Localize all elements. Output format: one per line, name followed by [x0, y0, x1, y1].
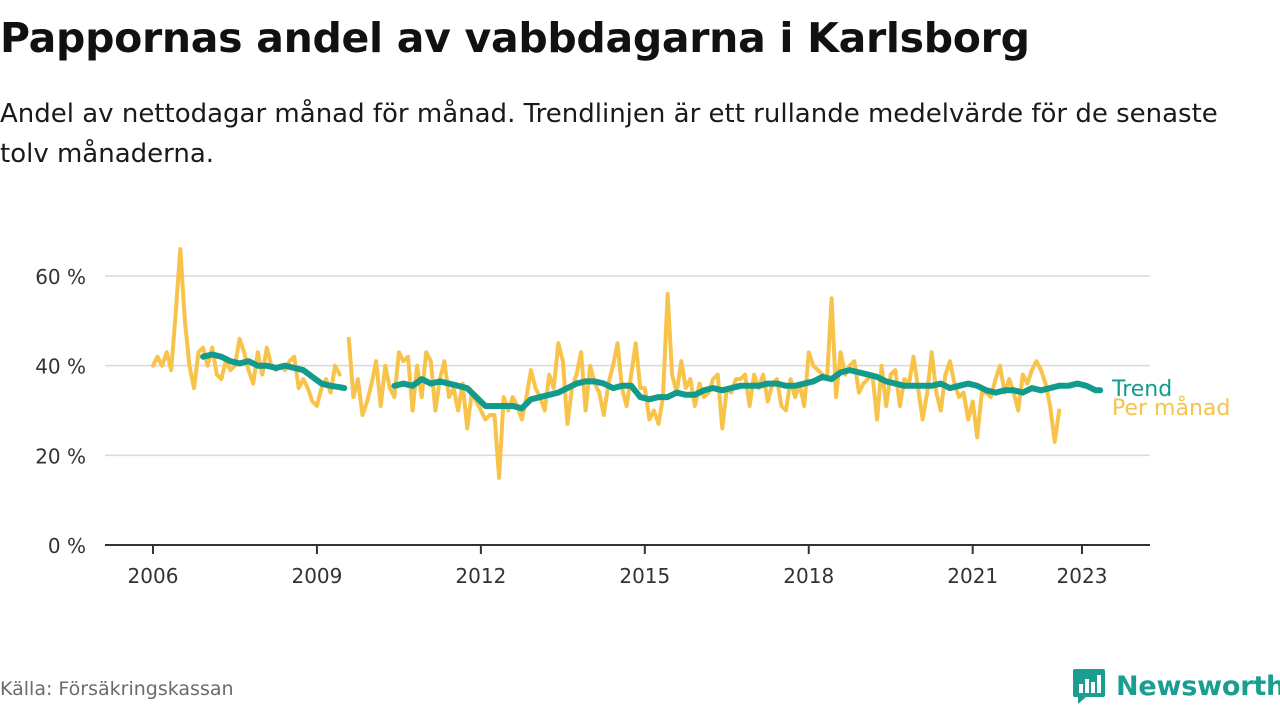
trend-series-line [391, 367, 1104, 412]
brand-name: Newsworthy [1116, 670, 1280, 702]
x-tick-label: 2012 [455, 564, 506, 588]
monthly-label: Per månad [1112, 395, 1230, 421]
x-tick-label: 2006 [128, 564, 179, 588]
chart-title: Pappornas andel av vabbdagarna i Karlsbo… [0, 14, 1030, 62]
x-axis: 2006 2009 2012 2015 2018 2021 2023 [105, 544, 1150, 588]
x-tick-label: 2015 [619, 564, 670, 588]
trend-label: Trend [1111, 377, 1172, 402]
y-tick-label: 0 % [48, 534, 86, 558]
y-axis-tick-labels: 0 % 20 % 40 % 60 % [35, 265, 86, 558]
monthly-series-line [151, 247, 342, 408]
brand-logo[interactable]: Newsworthy [1072, 665, 1280, 707]
y-tick-label: 20 % [35, 444, 86, 468]
trend-series-line [200, 351, 348, 392]
y-tick-label: 40 % [35, 355, 86, 379]
x-tick-label: 2021 [947, 564, 998, 588]
y-tick-label: 60 % [35, 265, 86, 289]
chart-subtitle: Andel av nettodagar månad för månad. Tre… [0, 99, 1218, 169]
monthly-series-line [346, 291, 1062, 480]
x-tick-label: 2009 [291, 564, 342, 588]
x-tick-label: 2018 [783, 564, 834, 588]
x-tick-label: 2023 [1057, 564, 1108, 588]
newsworthy-logo-icon [1073, 669, 1105, 704]
series-lines [151, 247, 1104, 480]
source-note: Källa: Försäkringskassan [0, 678, 234, 700]
